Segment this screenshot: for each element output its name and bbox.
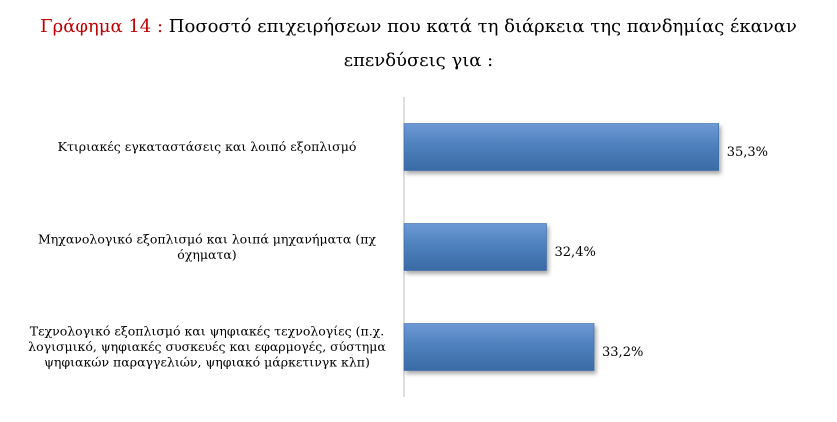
value-label-2: 32,4% — [555, 245, 596, 260]
category-label-2: Μηχανολογικό εξοπλισμό και λοιπά μηχανήμ… — [38, 231, 376, 262]
chart-title: Γράφημα 14 : Ποσοστό επιχειρήσεων που κα… — [0, 10, 837, 78]
category-label-1: Κτιριακές εγκαταστάσεις και λοιπό εξοπλι… — [58, 139, 357, 154]
category-label-3: Τεχνολογικό εξοπλισμό και ψηφιακές τεχνο… — [28, 324, 386, 370]
bar-3 — [403, 323, 595, 371]
bar-2 — [403, 223, 547, 271]
value-label-3: 33,2% — [602, 345, 643, 360]
chart-title-line1: Ποσοστό επιχειρήσεων που κατά τη διάρκει… — [168, 16, 797, 37]
value-label-1: 35,3% — [727, 145, 768, 160]
bar-1 — [403, 123, 720, 171]
chart-title-line2: επενδύσεις για : — [343, 50, 494, 71]
chart-title-prefix: Γράφημα 14 : — [40, 16, 164, 37]
